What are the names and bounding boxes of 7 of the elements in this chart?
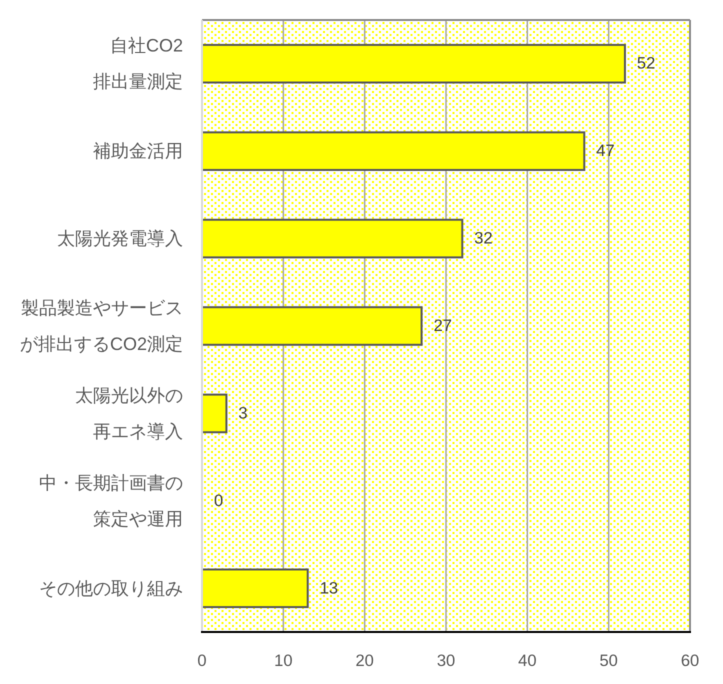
x-tick-label: 50 (599, 652, 618, 670)
x-tick-label: 60 (680, 652, 700, 670)
x-tick-label: 0 (197, 652, 207, 670)
x-tick-label: 10 (274, 652, 293, 670)
x-tick-label: 30 (436, 652, 456, 670)
x-tick-label: 40 (518, 652, 537, 670)
x-tick-label: 20 (355, 652, 374, 670)
